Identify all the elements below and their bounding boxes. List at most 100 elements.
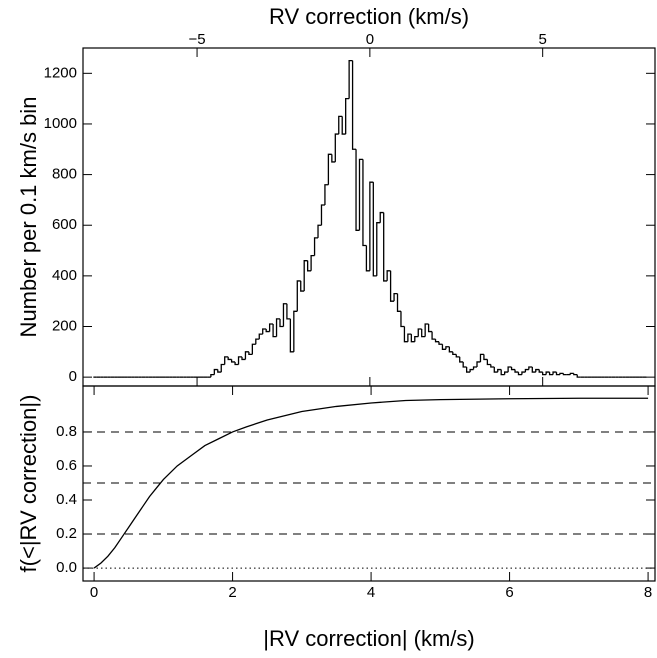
histogram-step bbox=[434, 339, 439, 343]
histogram-step bbox=[455, 354, 460, 358]
histogram-step bbox=[483, 354, 488, 361]
histogram-step bbox=[396, 293, 401, 312]
cumulative-line bbox=[93, 397, 649, 569]
histogram-step bbox=[275, 318, 281, 337]
histogram-step bbox=[237, 356, 242, 365]
histogram-step bbox=[386, 270, 391, 281]
y-tick-label: 1200 bbox=[44, 64, 77, 81]
histogram-step bbox=[427, 323, 433, 333]
histogram-step bbox=[303, 260, 308, 292]
histogram-step bbox=[355, 149, 360, 231]
histogram-step bbox=[244, 351, 249, 360]
histogram-step bbox=[262, 328, 267, 335]
histogram-step bbox=[376, 222, 381, 276]
histogram-step bbox=[296, 280, 301, 312]
histogram-step bbox=[338, 115, 343, 135]
y-tick-label: 0 bbox=[69, 368, 77, 385]
x-axis-label: RV correction (km/s) bbox=[269, 4, 469, 29]
histogram-step bbox=[362, 159, 367, 247]
histogram-step bbox=[476, 361, 481, 368]
histogram-step bbox=[548, 372, 554, 376]
histogram-step bbox=[486, 359, 491, 366]
x-tick-label: 2 bbox=[228, 584, 236, 601]
y-tick-label: 600 bbox=[52, 216, 77, 233]
y-tick-label: 1000 bbox=[44, 115, 77, 132]
histogram-step bbox=[472, 366, 478, 370]
x-tick-label: 6 bbox=[505, 584, 513, 601]
histogram-step bbox=[289, 318, 294, 353]
histogram-step bbox=[469, 368, 474, 373]
histogram-step bbox=[334, 133, 339, 162]
histogram-step bbox=[555, 372, 560, 376]
histogram-step bbox=[507, 366, 512, 373]
histogram-step bbox=[531, 367, 536, 373]
histogram-step bbox=[268, 323, 274, 332]
histogram-step bbox=[307, 260, 312, 272]
histogram-step bbox=[372, 182, 377, 277]
histogram-step bbox=[241, 356, 246, 361]
histogram-step bbox=[510, 367, 516, 371]
histogram-step bbox=[569, 372, 574, 375]
y-axis-label: Number per 0.1 km/s bin bbox=[16, 97, 41, 338]
x-tick-label: 4 bbox=[367, 584, 375, 601]
histogram-step bbox=[279, 318, 284, 328]
plot-frame bbox=[82, 385, 656, 582]
x-tick-label: 0 bbox=[366, 31, 374, 48]
y-tick-label: 800 bbox=[52, 166, 77, 183]
histogram-step bbox=[465, 367, 471, 373]
histogram-step bbox=[265, 329, 270, 333]
histogram-step bbox=[438, 341, 443, 345]
histogram-step bbox=[462, 361, 467, 368]
histogram-step bbox=[324, 184, 329, 205]
histogram-step bbox=[448, 346, 453, 353]
plot-frame bbox=[82, 47, 656, 387]
histogram-step bbox=[230, 359, 236, 363]
histogram-step bbox=[365, 245, 370, 272]
y-tick-label: 0.0 bbox=[56, 559, 77, 576]
x-tick-label: 8 bbox=[644, 584, 652, 601]
histogram-step bbox=[379, 211, 384, 223]
histogram-step bbox=[389, 270, 395, 302]
histogram-step bbox=[293, 310, 298, 352]
histogram-step bbox=[258, 333, 263, 340]
x-tick-label: 5 bbox=[539, 31, 547, 48]
histogram-step bbox=[410, 334, 415, 343]
histogram-step bbox=[479, 353, 484, 362]
histogram-step bbox=[220, 363, 225, 373]
x-tick-label: −5 bbox=[188, 31, 205, 48]
histogram-step bbox=[331, 154, 336, 163]
y-tick-label: 0.4 bbox=[56, 491, 77, 508]
histogram-step bbox=[452, 351, 457, 356]
histogram-step bbox=[535, 368, 540, 373]
histogram-step bbox=[313, 237, 319, 256]
histogram-step bbox=[217, 369, 222, 373]
histogram-step bbox=[407, 333, 412, 342]
histogram-step bbox=[521, 371, 526, 375]
histogram-step bbox=[210, 373, 215, 378]
histogram-step bbox=[417, 328, 422, 337]
histogram-step bbox=[552, 371, 557, 375]
histogram-step bbox=[272, 323, 277, 338]
histogram-step bbox=[421, 329, 426, 338]
histogram-step bbox=[282, 303, 287, 327]
histogram-step bbox=[300, 280, 305, 292]
histogram-step bbox=[542, 372, 547, 376]
y-tick-label: 0.2 bbox=[56, 525, 77, 542]
histogram-step bbox=[369, 181, 374, 271]
histogram-step bbox=[517, 372, 522, 376]
y-tick-label: 200 bbox=[52, 317, 77, 334]
histogram-step bbox=[248, 351, 253, 356]
histogram-step bbox=[403, 326, 408, 343]
x-tick-label: 0 bbox=[90, 584, 98, 601]
histogram-step bbox=[538, 369, 543, 373]
y-tick-label: 400 bbox=[52, 267, 77, 284]
histogram-step bbox=[576, 374, 581, 378]
histogram-step bbox=[573, 373, 578, 376]
histogram-step bbox=[327, 153, 332, 185]
histogram-step bbox=[351, 60, 357, 150]
histogram-step bbox=[414, 335, 419, 342]
histogram-step bbox=[348, 60, 353, 99]
histogram-step bbox=[500, 369, 505, 376]
histogram-step bbox=[562, 373, 567, 376]
